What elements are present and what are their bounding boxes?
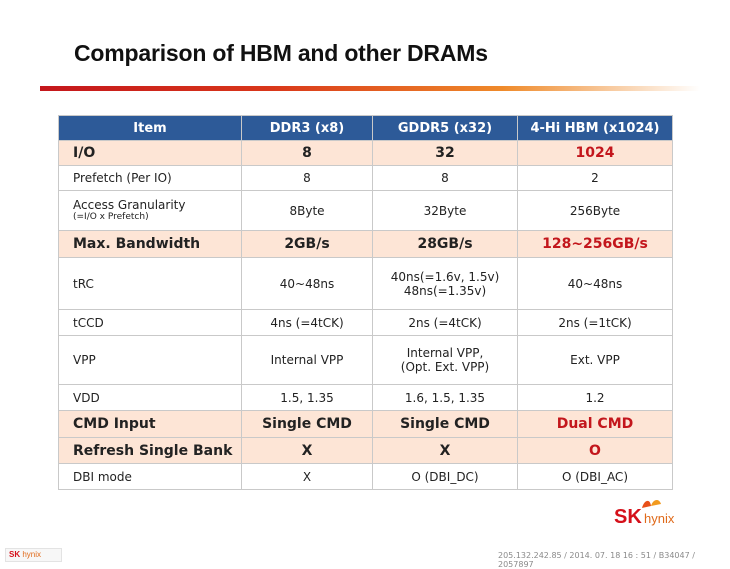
cell-gddr5-line1: Internal VPP, xyxy=(406,346,484,360)
header-ddr3: DDR3 (x8) xyxy=(241,115,373,141)
cell-hbm: Ext. VPP xyxy=(517,335,673,385)
footer-logo-sk: SK xyxy=(9,550,21,559)
cell-gddr5: 8 xyxy=(372,165,518,191)
cell-gddr5: 1.6, 1.5, 1.35 xyxy=(372,384,518,411)
sk-hynix-logo: SK hynix xyxy=(614,498,684,532)
row-label: CMD Input xyxy=(58,410,242,438)
table-row: Refresh Single Bank X X O xyxy=(58,437,673,464)
footer-bar xyxy=(0,543,730,563)
logo-hynix-text: hynix xyxy=(644,511,675,526)
cell-hbm: 128~256GB/s xyxy=(517,230,673,258)
table-row: tCCD 4ns (=4tCK) 2ns (=4tCK) 2ns (=1tCK) xyxy=(58,309,673,336)
table-row: Prefetch (Per IO) 8 8 2 xyxy=(58,165,673,191)
cell-hbm: Dual CMD xyxy=(517,410,673,438)
footer-logo: SK hynix xyxy=(5,548,62,562)
cell-hbm: 1.2 xyxy=(517,384,673,411)
row-label: DBI mode xyxy=(58,463,242,490)
cell-gddr5: X xyxy=(372,437,518,464)
cell-gddr5: 32Byte xyxy=(372,190,518,231)
table-header-row: Item DDR3 (x8) GDDR5 (x32) 4-Hi HBM (x10… xyxy=(58,115,673,141)
table-row: DBI mode X O (DBI_DC) O (DBI_AC) xyxy=(58,463,673,490)
table-row: Access Granularity (=I/O x Prefetch) 8By… xyxy=(58,190,673,231)
cell-ddr3: 2GB/s xyxy=(241,230,373,258)
table-row: I/O 8 32 1024 xyxy=(58,140,673,166)
row-label-sub: (=I/O x Prefetch) xyxy=(73,212,149,222)
cell-gddr5: 28GB/s xyxy=(372,230,518,258)
comparison-table: Item DDR3 (x8) GDDR5 (x32) 4-Hi HBM (x10… xyxy=(58,115,673,490)
cell-ddr3: 1.5, 1.35 xyxy=(241,384,373,411)
cell-hbm: 40~48ns xyxy=(517,257,673,310)
cell-gddr5: 2ns (=4tCK) xyxy=(372,309,518,336)
cell-hbm: 1024 xyxy=(517,140,673,166)
butterfly-logo-icon xyxy=(642,500,661,508)
header-item: Item xyxy=(58,115,242,141)
cell-hbm: 2 xyxy=(517,165,673,191)
cell-ddr3: 40~48ns xyxy=(241,257,373,310)
row-label: Refresh Single Bank xyxy=(58,437,242,464)
row-label: tCCD xyxy=(58,309,242,336)
cell-gddr5: 32 xyxy=(372,140,518,166)
table-row: VDD 1.5, 1.35 1.6, 1.5, 1.35 1.2 xyxy=(58,384,673,411)
header-gddr5: GDDR5 (x32) xyxy=(372,115,518,141)
cell-gddr5-line2: 48ns(=1.35v) xyxy=(403,283,487,298)
table-row: VPP Internal VPP Internal VPP, (Opt. Ext… xyxy=(58,335,673,385)
row-label: Max. Bandwidth xyxy=(58,230,242,258)
cell-gddr5: 40ns(=1.6v, 1.5v) 48ns(=1.35v) xyxy=(372,257,518,310)
row-label: Access Granularity (=I/O x Prefetch) xyxy=(58,190,242,231)
title-underline xyxy=(40,86,700,91)
row-label: I/O xyxy=(58,140,242,166)
row-label: tRC xyxy=(58,257,242,310)
cell-ddr3: X xyxy=(241,463,373,490)
header-hbm: 4-Hi HBM (x1024) xyxy=(517,115,673,141)
row-label: Prefetch (Per IO) xyxy=(58,165,242,191)
cell-ddr3: 8 xyxy=(241,165,373,191)
cell-hbm: O xyxy=(517,437,673,464)
cell-gddr5-line1: 40ns(=1.6v, 1.5v) xyxy=(390,269,500,284)
cell-ddr3: 8Byte xyxy=(241,190,373,231)
row-label: VPP xyxy=(58,335,242,385)
cell-hbm: 256Byte xyxy=(517,190,673,231)
table-row: Max. Bandwidth 2GB/s 28GB/s 128~256GB/s xyxy=(58,230,673,258)
cell-hbm: O (DBI_AC) xyxy=(517,463,673,490)
footer-stamp: 205.132.242.85 / 2014. 07. 18 16 : 51 / … xyxy=(498,551,695,569)
cell-ddr3: X xyxy=(241,437,373,464)
cell-hbm: 2ns (=1tCK) xyxy=(517,309,673,336)
table-row: tRC 40~48ns 40ns(=1.6v, 1.5v) 48ns(=1.35… xyxy=(58,257,673,310)
cell-ddr3: 4ns (=4tCK) xyxy=(241,309,373,336)
cell-gddr5: Single CMD xyxy=(372,410,518,438)
table-row: CMD Input Single CMD Single CMD Dual CMD xyxy=(58,410,673,438)
cell-gddr5: O (DBI_DC) xyxy=(372,463,518,490)
footer-logo-hynix: hynix xyxy=(22,550,42,559)
logo-sk-text: SK xyxy=(614,506,642,528)
row-label: VDD xyxy=(58,384,242,411)
cell-ddr3: 8 xyxy=(241,140,373,166)
cell-ddr3: Internal VPP xyxy=(241,335,373,385)
cell-gddr5-line2: (Opt. Ext. VPP) xyxy=(400,360,490,374)
cell-gddr5: Internal VPP, (Opt. Ext. VPP) xyxy=(372,335,518,385)
page-title: Comparison of HBM and other DRAMs xyxy=(74,40,488,66)
cell-ddr3: Single CMD xyxy=(241,410,373,438)
row-label-main: Access Granularity xyxy=(73,198,186,212)
